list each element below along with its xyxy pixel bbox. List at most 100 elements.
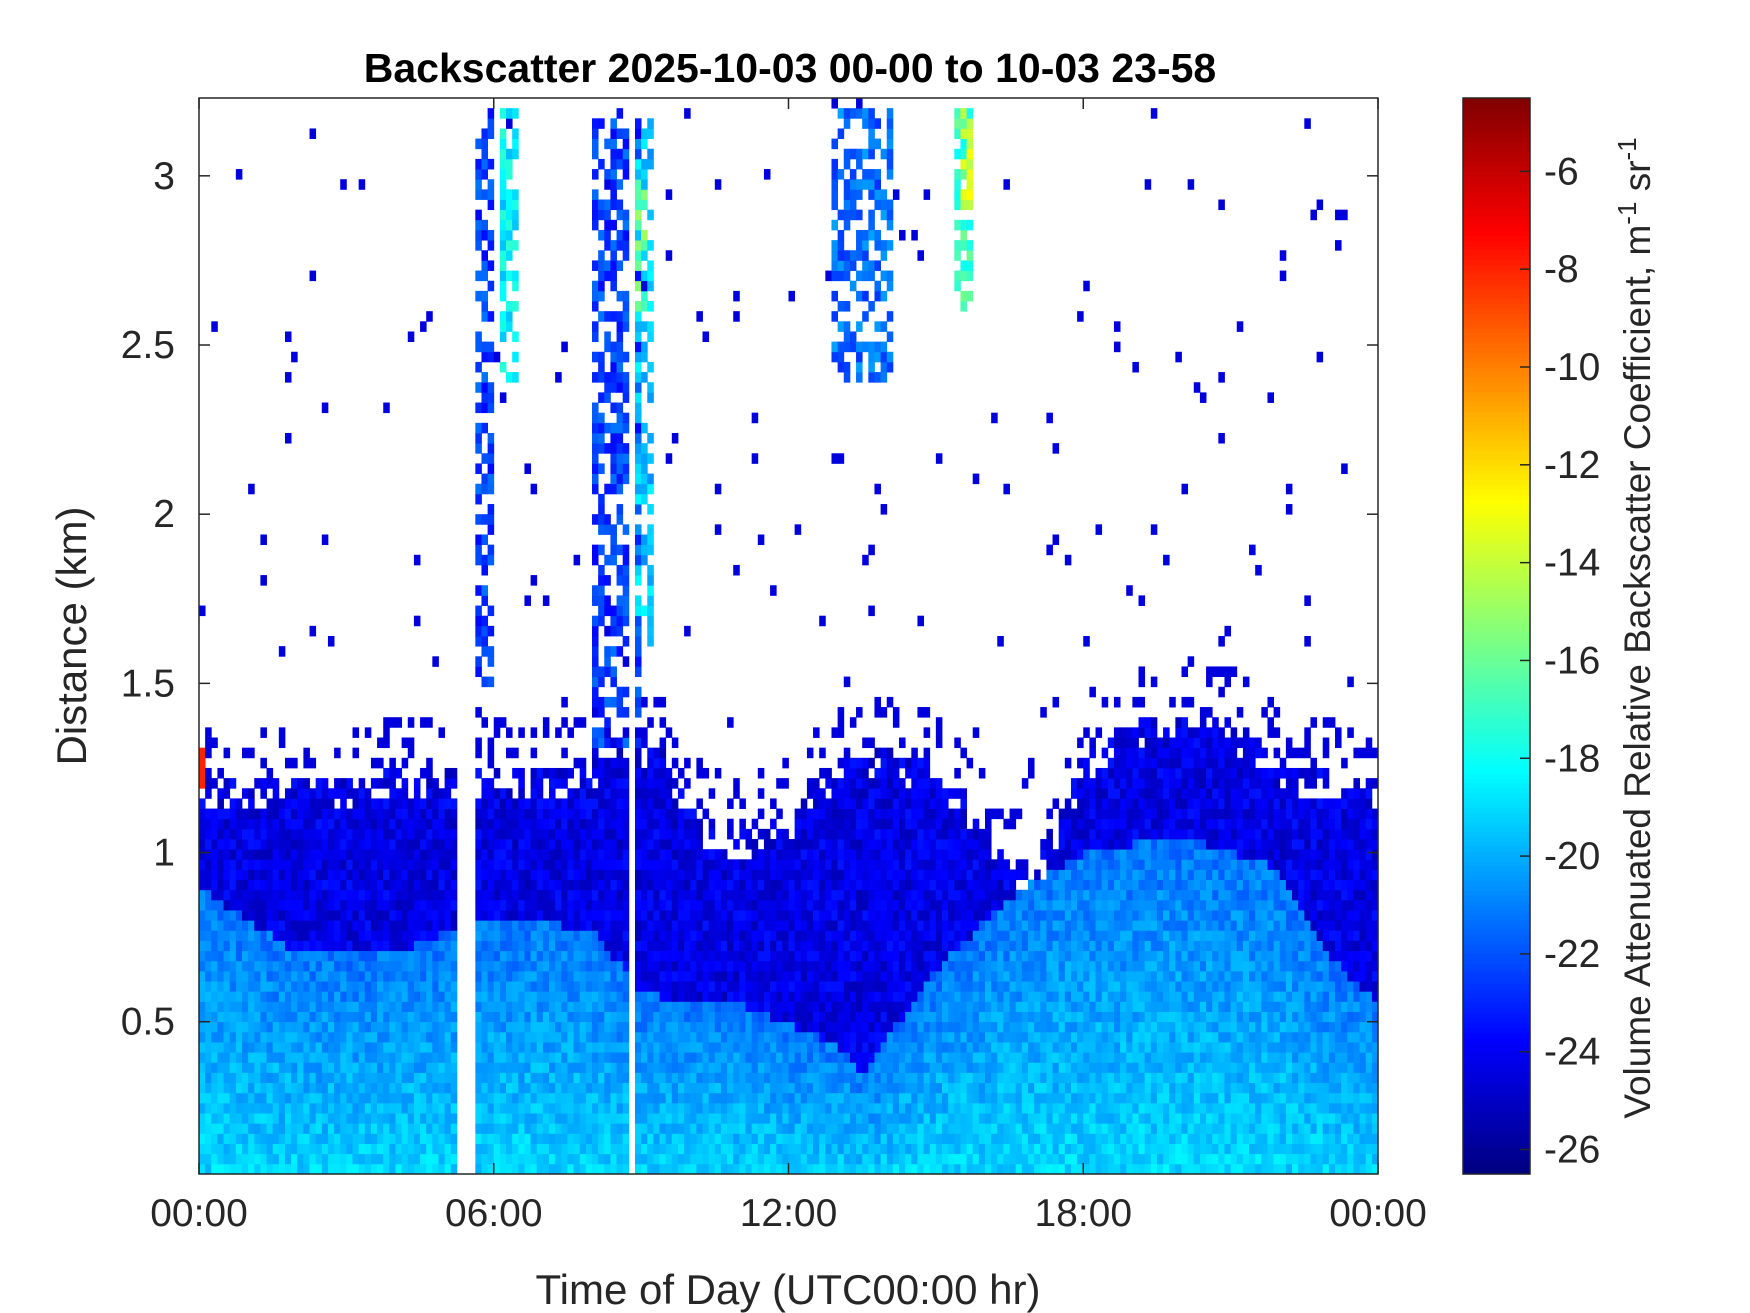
heatmap-cell xyxy=(561,950,568,962)
heatmap-cell xyxy=(297,1072,304,1084)
heatmap-cell xyxy=(481,148,489,160)
heatmap-cell xyxy=(395,859,403,870)
heatmap-cell xyxy=(800,960,808,972)
heatmap-cell xyxy=(211,321,218,332)
heatmap-cell xyxy=(849,1163,857,1175)
heatmap-cell xyxy=(653,879,660,891)
heatmap-cell xyxy=(592,1052,599,1063)
heatmap-cell xyxy=(739,1113,746,1124)
heatmap-cell xyxy=(788,1062,796,1073)
heatmap-cell xyxy=(217,920,224,931)
heatmap-cell xyxy=(634,970,642,982)
heatmap-cell xyxy=(284,798,292,809)
heatmap-cell xyxy=(518,920,525,931)
heatmap-cell xyxy=(598,524,605,535)
heatmap-cell xyxy=(794,920,802,931)
heatmap-cell xyxy=(868,341,875,353)
heatmap-cell xyxy=(334,910,341,921)
heatmap-cell xyxy=(647,321,654,332)
heatmap-cell xyxy=(616,341,624,353)
heatmap-cell xyxy=(592,148,599,160)
heatmap-cell xyxy=(506,727,513,738)
heatmap-cell xyxy=(284,910,292,921)
heatmap-cell xyxy=(800,818,808,830)
heatmap-cell xyxy=(475,666,482,677)
heatmap-cell xyxy=(585,1062,593,1073)
heatmap-cell xyxy=(389,991,396,1002)
heatmap-cell xyxy=(874,981,882,992)
heatmap-cell xyxy=(241,788,249,799)
heatmap-cell xyxy=(770,869,777,881)
heatmap-cell xyxy=(536,1153,544,1165)
heatmap-cell xyxy=(690,940,697,952)
heatmap-cell xyxy=(383,717,390,728)
heatmap-cell xyxy=(751,1031,759,1043)
heatmap-cell xyxy=(708,1011,716,1023)
heatmap-cell xyxy=(334,1143,341,1155)
heatmap-cell xyxy=(616,970,624,982)
heatmap-cell xyxy=(475,290,482,302)
heatmap-cell xyxy=(229,930,237,941)
heatmap-cell xyxy=(696,1021,703,1033)
heatmap-cell xyxy=(616,158,624,170)
heatmap-cell xyxy=(315,920,323,931)
heatmap-cell xyxy=(610,443,617,454)
heatmap-cell xyxy=(788,1102,796,1114)
heatmap-cell xyxy=(518,879,525,891)
heatmap-cell xyxy=(856,869,863,881)
heatmap-cell xyxy=(370,1001,378,1012)
heatmap-cell xyxy=(542,808,550,820)
heatmap-cell xyxy=(211,1031,218,1043)
heatmap-cell xyxy=(616,920,624,931)
heatmap-cell xyxy=(205,991,212,1002)
heatmap-cell xyxy=(481,128,489,139)
heatmap-cell xyxy=(592,808,599,820)
heatmap-cell xyxy=(518,828,525,840)
heatmap-cell xyxy=(714,910,722,921)
heatmap-cell xyxy=(364,1102,372,1114)
heatmap-cell xyxy=(199,1143,206,1155)
heatmap-cell xyxy=(420,828,427,840)
heatmap-cell xyxy=(352,910,360,921)
heatmap-cell xyxy=(634,1123,642,1134)
heatmap-cell xyxy=(567,727,574,738)
heatmap-cell xyxy=(438,899,446,911)
heatmap-cell xyxy=(555,910,562,921)
heatmap-cell xyxy=(573,960,581,972)
heatmap-cell xyxy=(782,1042,789,1053)
heatmap-cell xyxy=(800,920,808,931)
heatmap-cell xyxy=(364,1163,372,1175)
heatmap-cell xyxy=(555,1021,562,1033)
heatmap-cell xyxy=(886,788,894,799)
heatmap-cell xyxy=(886,970,894,982)
heatmap-cell xyxy=(837,839,845,850)
heatmap-cell xyxy=(622,290,630,302)
heatmap-cell xyxy=(389,717,396,728)
heatmap-cell xyxy=(426,1133,433,1144)
heatmap-cell xyxy=(770,818,777,830)
heatmap-cell xyxy=(849,849,857,860)
heatmap-cell xyxy=(518,940,525,952)
heatmap-cell xyxy=(813,950,820,962)
heatmap-cell xyxy=(248,1052,255,1063)
heatmap-cell xyxy=(327,798,335,809)
heatmap-cell xyxy=(813,1011,820,1023)
heatmap-cell xyxy=(800,930,808,941)
heatmap-cell xyxy=(843,849,851,860)
heatmap-cell xyxy=(653,930,660,941)
heatmap-cell xyxy=(696,1113,703,1124)
heatmap-cell xyxy=(776,1153,783,1165)
heatmap-cell xyxy=(616,372,624,383)
heatmap-cell xyxy=(284,1113,292,1124)
heatmap-cell xyxy=(518,869,525,881)
heatmap-cell xyxy=(782,1163,789,1175)
heatmap-cell xyxy=(641,280,648,292)
heatmap-cell xyxy=(849,879,857,891)
heatmap-cell xyxy=(831,798,839,809)
heatmap-cell xyxy=(819,1031,826,1043)
heatmap-cell xyxy=(561,1062,568,1073)
heatmap-cell xyxy=(770,1082,777,1094)
heatmap-cell xyxy=(874,179,882,190)
heatmap-cell xyxy=(211,839,218,850)
heatmap-cell xyxy=(549,1011,556,1023)
